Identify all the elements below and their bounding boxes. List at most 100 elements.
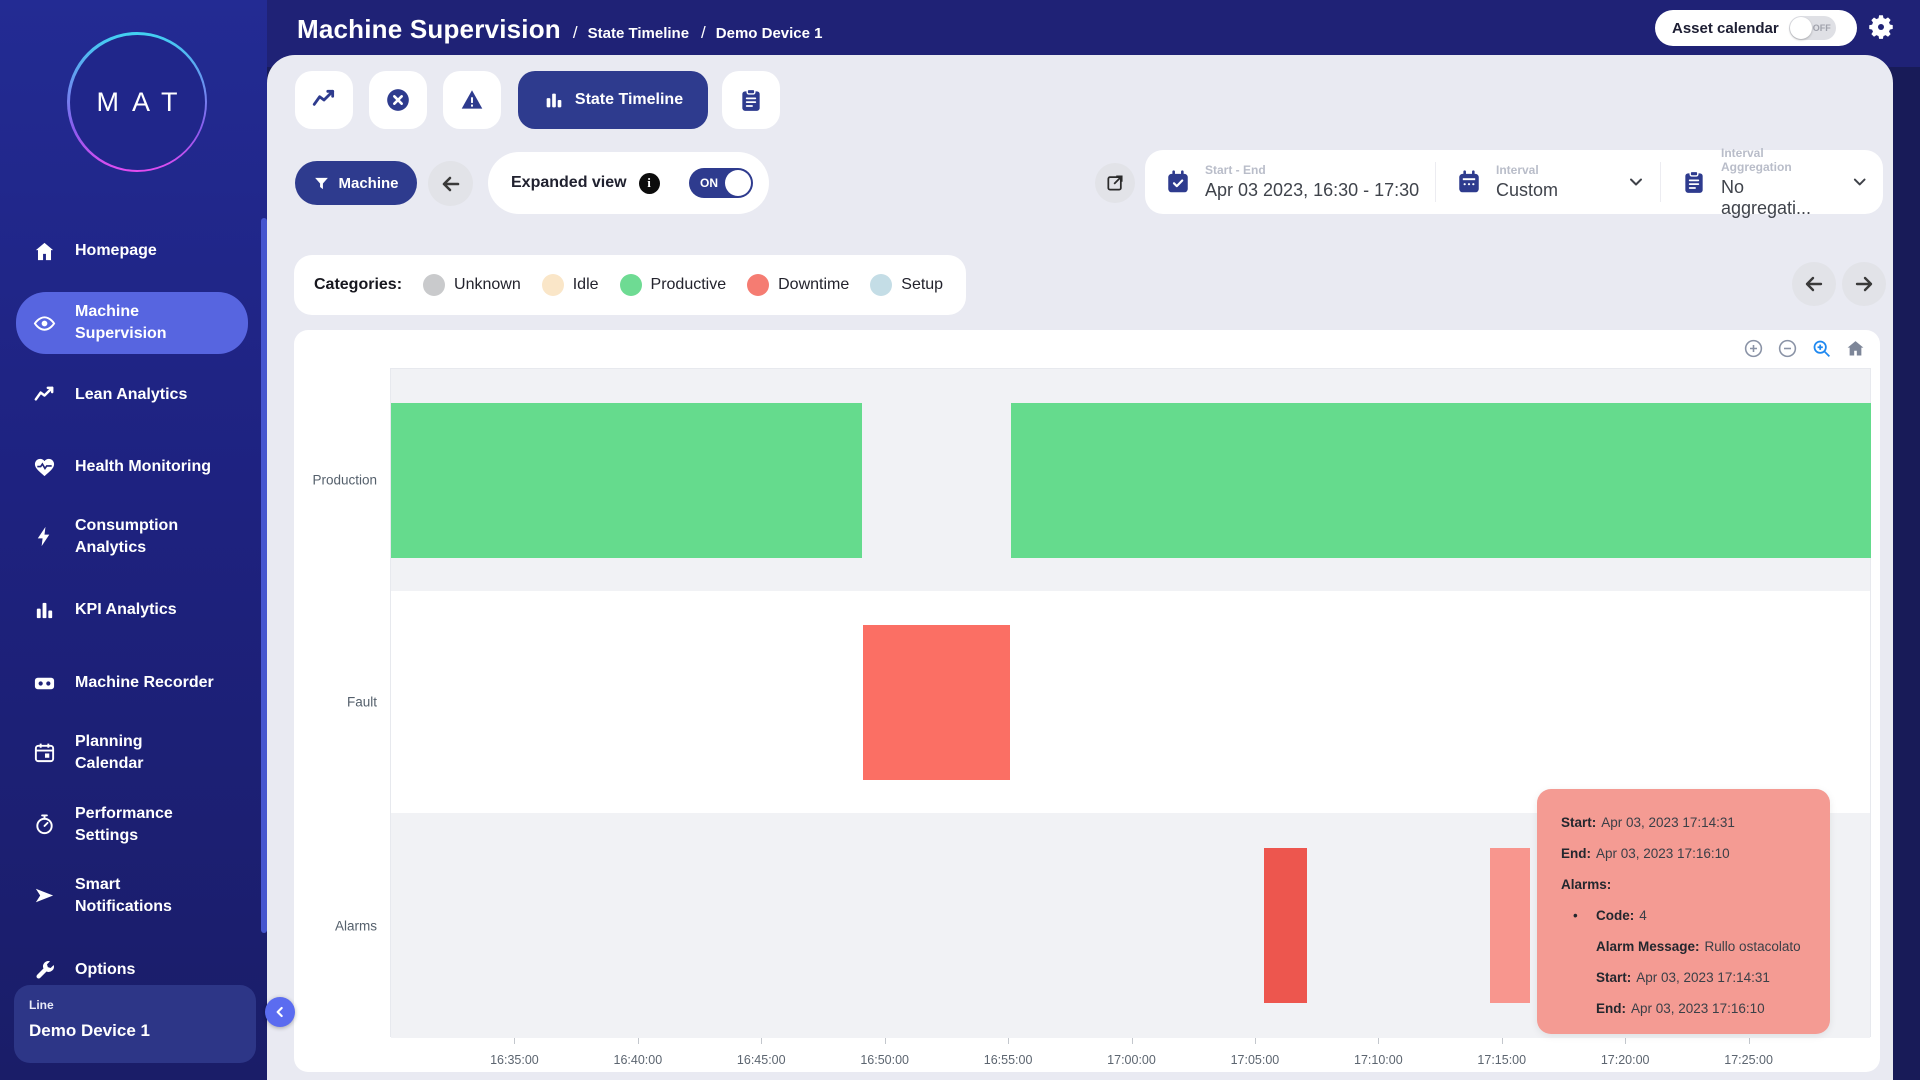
collapse-filters-button[interactable] — [428, 161, 473, 206]
settings-gear-icon[interactable] — [1866, 12, 1896, 42]
breadcrumb-item-state-timeline: State Timeline — [587, 25, 690, 42]
sidebar-item-health-monitoring[interactable]: Health Monitoring — [16, 443, 248, 491]
sidebar-item-performance-settings[interactable]: Performance Settings — [16, 803, 248, 846]
asset-calendar-label: Asset calendar — [1672, 19, 1779, 37]
breadcrumb: Machine Supervision / State Timeline / D… — [297, 14, 823, 45]
setup-color-dot — [870, 274, 893, 296]
expanded-view-toggle[interactable]: ON — [689, 168, 753, 198]
axis-tick-label: 17:25:00 — [1724, 1053, 1773, 1067]
toggle-state-label: OFF — [1812, 23, 1831, 33]
axis-tick-label: 16:45:00 — [736, 1053, 786, 1067]
axis-tick — [514, 1038, 516, 1044]
tab-trend-view[interactable] — [295, 71, 353, 129]
recorder-icon — [34, 677, 55, 689]
mat-logo: MAT — [67, 32, 207, 172]
start-end-label: Start - End — [1205, 163, 1266, 177]
state-bar-productive[interactable] — [391, 402, 863, 558]
toggle-on-label: ON — [700, 176, 718, 190]
sidebar-collapse-button[interactable] — [265, 997, 295, 1027]
axis-tick-label: 16:50:00 — [860, 1053, 909, 1067]
external-link-icon — [1107, 175, 1123, 191]
start-end-control[interactable]: Start - End Apr 03 2023, 16:30 - 17:30 — [1145, 162, 1435, 202]
wrench-icon — [36, 960, 54, 979]
interval-value: Custom — [1496, 180, 1559, 200]
chevron-down-icon — [1853, 178, 1866, 186]
chevron-left-icon — [276, 1006, 283, 1018]
bar-chart-icon — [36, 602, 53, 618]
axis-tick — [1501, 1038, 1503, 1044]
sidebar-item-consumption-analytics[interactable]: Consumption Analytics — [16, 515, 248, 558]
error-circle-icon — [387, 89, 409, 111]
open-external-button[interactable] — [1095, 163, 1135, 203]
calendar-icon — [34, 743, 55, 763]
sidebar-scrollbar[interactable] — [261, 218, 267, 933]
axis-tick-label: 17:10:00 — [1353, 1053, 1403, 1067]
categories-legend: Categories: Unknown Idle Productive Down… — [294, 255, 966, 315]
state-bar-alarm[interactable] — [1489, 848, 1530, 1003]
tab-error-view[interactable] — [369, 71, 427, 129]
breadcrumb-separator: / — [572, 23, 578, 42]
sidebar-item-homepage[interactable]: Homepage — [16, 227, 248, 275]
reset-home-icon[interactable] — [1845, 338, 1866, 359]
tab-state-timeline[interactable]: State Timeline — [518, 71, 708, 129]
state-bar-alarm[interactable] — [1263, 848, 1308, 1003]
bolt-icon — [37, 527, 50, 547]
bar-chart-icon — [546, 93, 562, 108]
breadcrumb-item-device: Demo Device 1 — [715, 25, 823, 42]
axis-tick-label: 17:20:00 — [1600, 1053, 1650, 1067]
legend-item-unknown: Unknown — [423, 274, 521, 296]
sidebar-item-machine-supervision[interactable]: Machine Supervision — [16, 292, 248, 354]
clipboard-icon — [1685, 170, 1703, 193]
axis-tick — [1254, 1038, 1256, 1044]
downtime-color-dot — [747, 274, 770, 296]
interval-control[interactable]: Interval Custom — [1435, 162, 1660, 202]
tab-report-view[interactable] — [722, 71, 780, 129]
axis-tick — [1131, 1038, 1133, 1044]
zoom-in-icon[interactable] — [1743, 338, 1764, 359]
tab-warning-view[interactable] — [443, 71, 501, 129]
state-bar-productive[interactable] — [1011, 402, 1871, 558]
page-title: Machine Supervision — [297, 14, 561, 44]
chevron-down-icon — [1630, 178, 1642, 186]
idle-color-dot — [541, 274, 564, 296]
filter-funnel-icon — [315, 177, 329, 189]
sidebar-item-options[interactable]: Options — [16, 946, 248, 994]
sidebar-item-machine-recorder[interactable]: Machine Recorder — [16, 659, 248, 707]
machine-filter-button[interactable]: Machine — [295, 161, 417, 205]
stopwatch-icon — [36, 814, 53, 835]
aggregation-control[interactable]: Interval Aggregation No aggregati... — [1660, 146, 1883, 218]
axis-tick — [1748, 1038, 1750, 1044]
device-name: Demo Device 1 — [29, 1021, 150, 1040]
timeline-next-button[interactable] — [1842, 262, 1886, 306]
warning-triangle-icon — [461, 90, 483, 109]
sidebar-item-smart-notifications[interactable]: Smart Notifications — [16, 874, 248, 917]
timeline-prev-button[interactable] — [1792, 262, 1836, 306]
sidebar: MAT Homepage Machine Supervision Lean An… — [0, 0, 267, 1080]
trend-line-icon — [312, 89, 335, 106]
axis-tick — [884, 1038, 886, 1044]
productive-color-dot — [619, 274, 642, 296]
aggregation-label: Interval Aggregation — [1721, 145, 1792, 174]
legend-title: Categories: — [314, 276, 403, 293]
state-bar-downtime[interactable] — [863, 624, 1011, 780]
eye-icon — [33, 315, 56, 331]
sidebar-item-kpi-analytics[interactable]: KPI Analytics — [16, 586, 248, 634]
expanded-view-card: Expanded view i ON — [488, 152, 769, 214]
tab-state-timeline-label: State Timeline — [574, 91, 684, 108]
axis-tick-label: 16:55:00 — [983, 1053, 1033, 1067]
sidebar-item-planning-calendar[interactable]: Planning Calendar — [16, 731, 248, 774]
axis-tick-label: 17:05:00 — [1230, 1053, 1280, 1067]
axis-tick-label: 16:40:00 — [613, 1053, 663, 1067]
info-icon[interactable]: i — [638, 172, 660, 194]
asset-calendar-pill[interactable]: Asset calendar OFF — [1655, 10, 1857, 46]
trend-icon — [34, 386, 54, 401]
device-card[interactable]: Line Demo Device 1 — [14, 985, 256, 1063]
box-zoom-icon[interactable] — [1811, 338, 1832, 359]
asset-calendar-toggle[interactable]: OFF — [1788, 16, 1836, 40]
state-timeline-chart: Production Fault Alarms 16:35:00 16:40:00 16:… — [294, 330, 1880, 1072]
axis-tick-label: 17:15:00 — [1477, 1053, 1527, 1067]
toggle-knob — [725, 170, 751, 196]
expanded-view-label: Expanded view — [511, 174, 627, 191]
zoom-out-icon[interactable] — [1777, 338, 1798, 359]
sidebar-item-lean-analytics[interactable]: Lean Analytics — [16, 371, 248, 419]
